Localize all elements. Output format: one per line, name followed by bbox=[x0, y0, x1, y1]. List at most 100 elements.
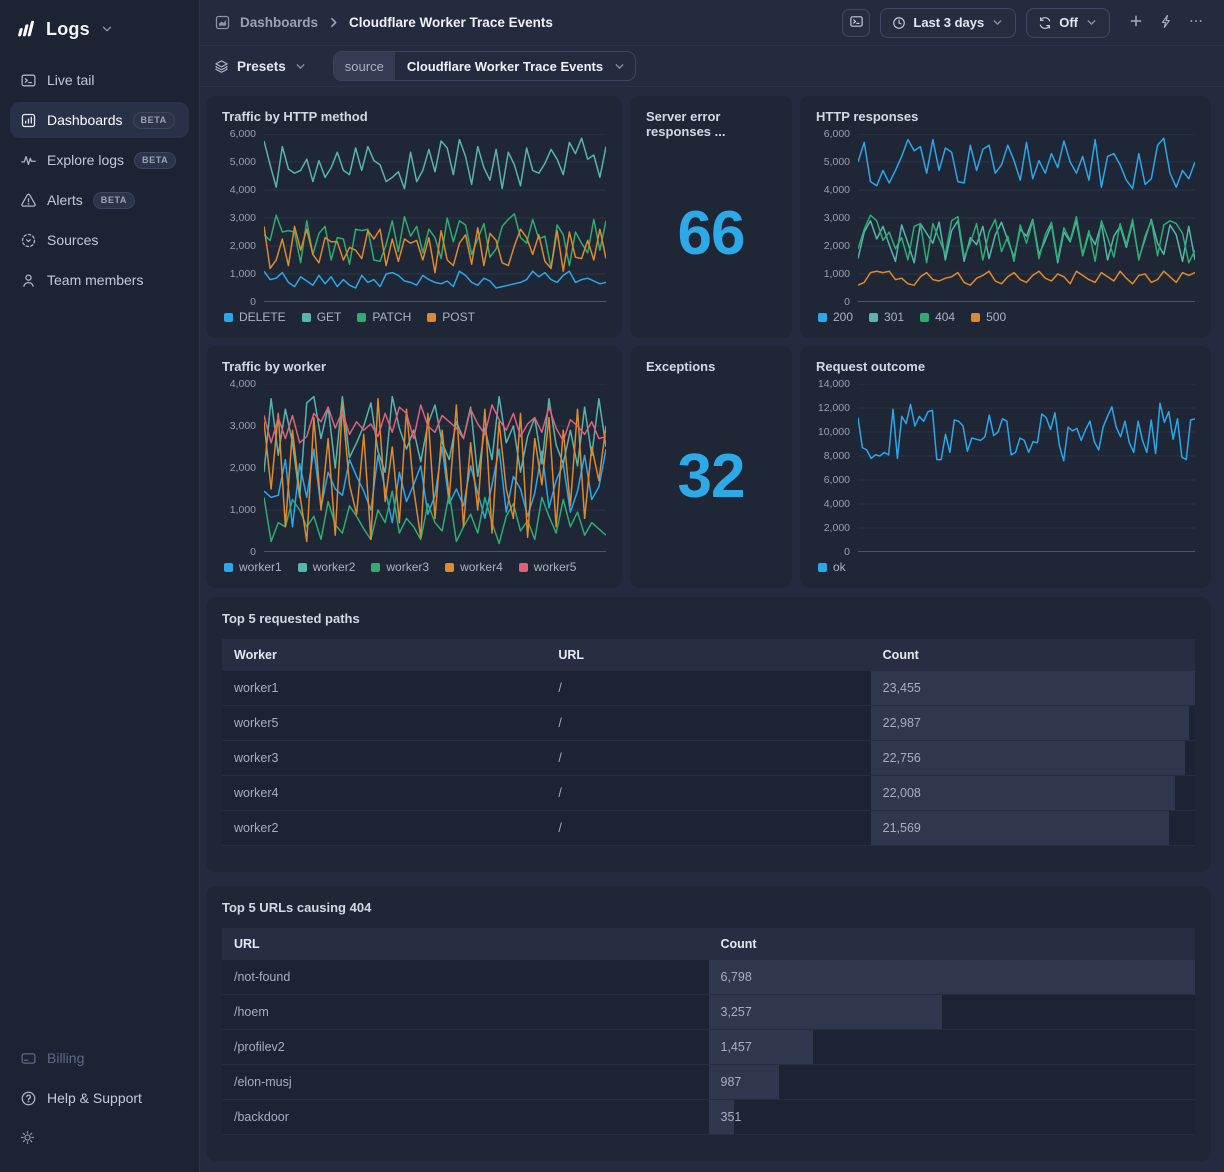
table-top-404-urls: Top 5 URLs causing 404 URL Count/not-found… bbox=[206, 886, 1211, 1161]
breadcrumb-dashboards-link[interactable]: Dashboards bbox=[240, 15, 319, 30]
legend-swatch bbox=[971, 312, 981, 322]
legend-item[interactable]: 200 bbox=[818, 310, 853, 324]
sidebar-item-sources[interactable]: Sources bbox=[10, 222, 189, 258]
legend-label: worker5 bbox=[533, 560, 577, 574]
logo-text: Logs bbox=[46, 18, 90, 39]
ellipsis-icon bbox=[1188, 13, 1204, 32]
theme-toggle-row bbox=[10, 1120, 189, 1162]
sidebar-item-team-members[interactable]: Team members bbox=[10, 262, 189, 298]
panel-title: Exceptions bbox=[646, 359, 716, 374]
legend-swatch bbox=[357, 312, 367, 322]
table-row: worker5/ 22,987 bbox=[222, 705, 1195, 741]
refresh-button[interactable]: Off bbox=[1026, 7, 1110, 38]
sidebar-item-alerts[interactable]: Alerts BETA bbox=[10, 182, 189, 218]
count-value: 22,987 bbox=[882, 716, 921, 730]
count-value: 21,569 bbox=[882, 821, 921, 835]
table-row: /elon-musj 987 bbox=[222, 1064, 1195, 1100]
source-filter[interactable]: source Cloudflare Worker Trace Events bbox=[332, 51, 637, 81]
legend-item[interactable]: 500 bbox=[971, 310, 1006, 324]
chart-plot-area[interactable] bbox=[858, 134, 1195, 302]
count-bar bbox=[870, 741, 1186, 775]
legend-item[interactable]: worker2 bbox=[297, 560, 355, 574]
y-axis-tick: 6,000 bbox=[823, 474, 850, 486]
table-cell: /elon-musj bbox=[222, 1064, 709, 1100]
count-bar bbox=[708, 1065, 780, 1099]
legend-swatch bbox=[301, 312, 311, 322]
terminal-button[interactable] bbox=[842, 8, 871, 37]
beta-badge: BETA bbox=[134, 151, 177, 169]
sidebar-item-label: Live tail bbox=[47, 72, 95, 88]
legend-item[interactable]: worker3 bbox=[371, 560, 429, 574]
legend-item[interactable]: worker5 bbox=[518, 560, 577, 574]
count-cell: 351 bbox=[708, 1099, 1195, 1135]
quick-actions-button[interactable] bbox=[1154, 11, 1178, 35]
table-cell: /backdoor bbox=[222, 1099, 709, 1135]
y-axis-tick: 6,000 bbox=[229, 128, 256, 140]
sidebar-footer: Billing Help & Support bbox=[0, 1032, 199, 1172]
chevron-down-icon[interactable] bbox=[100, 22, 114, 36]
topbar: Dashboards Cloudflare Worker Trace Event… bbox=[200, 0, 1224, 46]
table-cell: worker2 bbox=[222, 810, 547, 846]
legend-label: GET bbox=[316, 310, 342, 324]
count-bar bbox=[870, 811, 1170, 845]
sidebar-item-dashboards[interactable]: Dashboards BETA bbox=[10, 102, 189, 138]
count-bar bbox=[870, 671, 1195, 705]
count-cell: 22,008 bbox=[870, 775, 1195, 811]
presets-label: Presets bbox=[237, 58, 286, 74]
sidebar-item-explore-logs[interactable]: Explore logs BETA bbox=[10, 142, 189, 178]
panel-traffic-by-worker: Traffic by worker 0 1,000 2,000 3,000 4,000 wo… bbox=[206, 346, 622, 588]
y-axis: 0 2,000 4,000 6,000 8,000 10,000 12,000 14,000 bbox=[816, 378, 858, 558]
column-header: Count bbox=[708, 928, 1195, 960]
legend-item[interactable]: 404 bbox=[920, 310, 955, 324]
more-menu-button[interactable] bbox=[1184, 11, 1208, 35]
y-axis-tick: 3,000 bbox=[229, 212, 256, 224]
legend-swatch bbox=[371, 562, 381, 572]
table-title: Top 5 requested paths bbox=[222, 611, 360, 626]
table-top-requested-paths: Top 5 requested paths Worker URL Count worke… bbox=[206, 597, 1211, 872]
legend-item[interactable]: worker4 bbox=[445, 560, 503, 574]
sidebar-item-label: Help & Support bbox=[47, 1090, 142, 1106]
legend-label: worker4 bbox=[460, 560, 503, 574]
data-table: URL Count/not-found 6,798/hoem 3,257/profil… bbox=[222, 928, 1195, 1135]
legend-item[interactable]: ok bbox=[818, 560, 846, 574]
logo[interactable]: Logs bbox=[0, 0, 199, 54]
sidebar-item-billing[interactable]: Billing bbox=[10, 1040, 189, 1076]
sidebar-item-help-support[interactable]: Help & Support bbox=[10, 1080, 189, 1116]
y-axis-tick: 0 bbox=[844, 296, 850, 308]
credit-card-icon bbox=[20, 1050, 37, 1067]
dashboard-content: Traffic by HTTP method 0 1,000 2,000 3,000 4,… bbox=[200, 87, 1224, 1172]
beta-badge: BETA bbox=[132, 111, 175, 129]
data-table: Worker URL Count worker1/23,455 worker5/22,9… bbox=[222, 639, 1195, 846]
beta-badge: BETA bbox=[92, 191, 136, 209]
y-axis-tick: 8,000 bbox=[823, 450, 850, 462]
count-cell: 987 bbox=[708, 1064, 1195, 1100]
add-panel-button[interactable] bbox=[1124, 11, 1148, 35]
legend-item[interactable]: 301 bbox=[869, 310, 904, 324]
person-icon bbox=[20, 272, 37, 289]
time-range-button[interactable]: Last 3 days bbox=[880, 7, 1017, 38]
legend-swatch bbox=[818, 312, 827, 322]
y-axis-tick: 6,000 bbox=[823, 128, 850, 140]
sun-icon[interactable] bbox=[20, 1130, 35, 1145]
y-axis-tick: 1,000 bbox=[229, 504, 256, 516]
chevron-down-icon bbox=[613, 60, 635, 73]
table-cell: worker3 bbox=[222, 740, 547, 776]
sidebar-item-live-tail[interactable]: Live tail bbox=[10, 62, 189, 98]
legend-item[interactable]: GET bbox=[301, 310, 342, 324]
y-axis-tick: 2,000 bbox=[229, 462, 256, 474]
y-axis-tick: 0 bbox=[250, 546, 256, 558]
count-cell: 1,457 bbox=[708, 1029, 1195, 1065]
legend-item[interactable]: POST bbox=[427, 310, 475, 324]
count-value: 3,257 bbox=[720, 1005, 752, 1019]
legend-label: worker1 bbox=[239, 560, 282, 574]
legend-item[interactable]: PATCH bbox=[357, 310, 411, 324]
chart-plot-area[interactable] bbox=[264, 134, 606, 302]
y-axis-tick: 0 bbox=[844, 546, 850, 558]
chart-plot-area[interactable] bbox=[858, 384, 1195, 552]
legend-item[interactable]: DELETE bbox=[224, 310, 286, 324]
chart-plot-area[interactable] bbox=[264, 384, 606, 552]
presets-button[interactable]: Presets bbox=[214, 59, 307, 74]
legend-item[interactable]: worker1 bbox=[224, 560, 282, 574]
table-cell: worker5 bbox=[222, 705, 547, 741]
count-bar bbox=[708, 1030, 813, 1064]
